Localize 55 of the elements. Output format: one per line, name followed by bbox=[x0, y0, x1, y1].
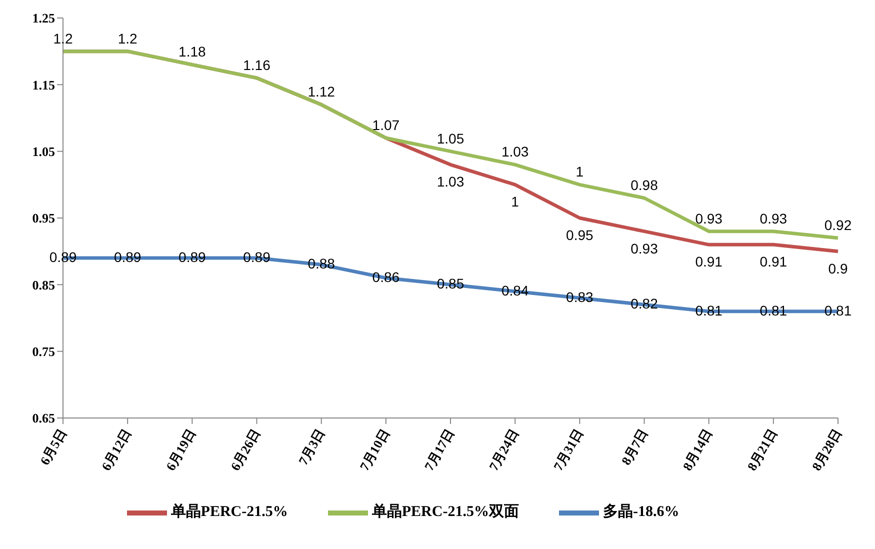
x-tick-label: 6月5日 bbox=[37, 426, 70, 468]
data-label: 1 bbox=[576, 164, 584, 180]
data-label: 0.93 bbox=[695, 210, 723, 226]
data-label: 1 bbox=[511, 194, 520, 210]
data-label: 0.82 bbox=[630, 296, 658, 312]
data-label: 1.2 bbox=[118, 30, 138, 46]
data-label: 1.12 bbox=[308, 84, 336, 100]
data-label: 0.89 bbox=[178, 249, 206, 265]
data-label: 0.89 bbox=[114, 249, 142, 265]
data-label: 0.91 bbox=[760, 254, 788, 270]
data-label: 1.03 bbox=[501, 144, 529, 160]
x-tick-label: 6月26日 bbox=[228, 426, 264, 474]
data-label: 0.92 bbox=[824, 217, 852, 233]
x-tick-label: 7月3日 bbox=[295, 426, 328, 468]
data-label: 1.2 bbox=[53, 30, 73, 46]
legend-label: 单晶PERC-21.5%双面 bbox=[372, 504, 519, 520]
x-tick-label: 8月14日 bbox=[680, 426, 716, 474]
y-tick-label: 1.15 bbox=[32, 77, 56, 92]
data-label: 1.03 bbox=[436, 174, 464, 190]
x-tick-label: 6月19日 bbox=[162, 426, 199, 474]
data-label: 0.93 bbox=[760, 210, 788, 226]
data-label: 0.9 bbox=[828, 260, 848, 276]
y-tick-label: 0.85 bbox=[32, 277, 56, 292]
data-label: 0.81 bbox=[824, 302, 852, 318]
y-tick-label: 1.05 bbox=[32, 144, 56, 159]
data-label: 0.81 bbox=[760, 302, 788, 318]
x-tick-label: 8月28日 bbox=[808, 426, 844, 474]
data-label: 1.07 bbox=[372, 117, 400, 133]
data-label: 1.18 bbox=[178, 44, 206, 60]
data-label: 0.86 bbox=[372, 269, 400, 285]
y-tick-label: 0.75 bbox=[32, 344, 56, 359]
data-label: 0.91 bbox=[695, 254, 723, 270]
data-label: 0.83 bbox=[566, 289, 594, 305]
legend-label: 多晶-18.6% bbox=[602, 504, 680, 520]
data-label: 1.16 bbox=[243, 57, 271, 73]
data-label: 0.95 bbox=[566, 227, 594, 243]
legend-label: 单晶PERC-21.5% bbox=[170, 504, 288, 520]
x-tick-label: 7月10日 bbox=[356, 426, 392, 474]
data-label: 0.85 bbox=[436, 276, 464, 292]
data-label: 0.81 bbox=[695, 302, 723, 318]
y-tick-label: 1.25 bbox=[32, 10, 56, 26]
y-tick-label: 0.95 bbox=[32, 210, 56, 226]
data-label: 0.89 bbox=[49, 249, 77, 265]
x-tick-label: 7月17日 bbox=[421, 426, 457, 474]
x-tick-label: 6月12日 bbox=[98, 426, 134, 474]
x-tick-label: 8月7日 bbox=[618, 426, 651, 468]
data-label: 0.89 bbox=[243, 249, 271, 265]
data-label: 0.84 bbox=[501, 282, 529, 298]
x-tick-label: 7月31日 bbox=[550, 426, 586, 474]
x-tick-label: 8月21日 bbox=[744, 426, 780, 474]
data-label: 1.05 bbox=[436, 130, 464, 146]
data-label: 0.93 bbox=[630, 240, 658, 256]
x-tick-label: 7月24日 bbox=[486, 426, 522, 474]
y-tick-label: 0.65 bbox=[32, 410, 56, 426]
data-label: 0.98 bbox=[630, 177, 658, 193]
